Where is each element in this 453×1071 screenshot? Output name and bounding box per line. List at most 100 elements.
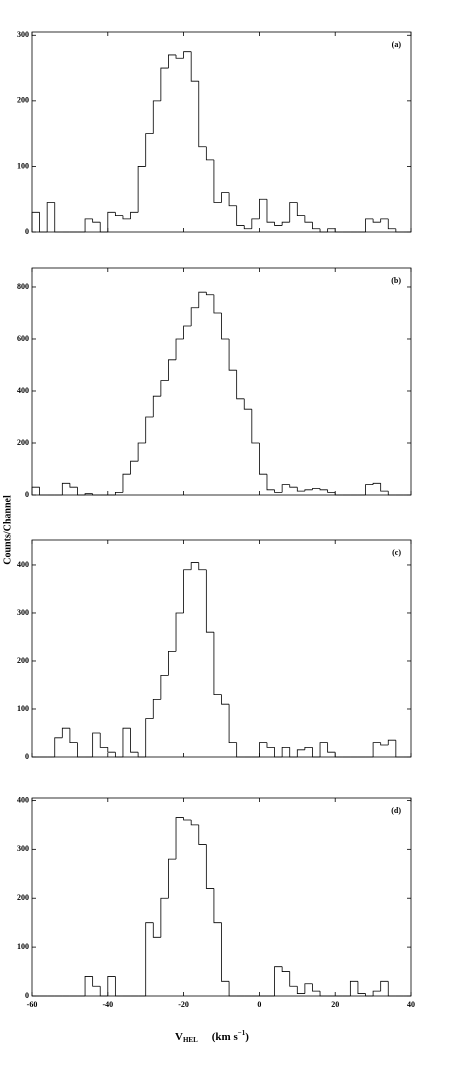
plot-frame (31, 31, 412, 233)
histogram-step (380, 218, 389, 223)
histogram-step (69, 728, 78, 743)
histogram-step (372, 218, 381, 223)
histogram-step (365, 484, 374, 495)
histogram-step (114, 976, 123, 997)
histogram-step (183, 569, 192, 613)
histogram-step (259, 198, 267, 219)
y-tick-label: 400 (17, 560, 29, 569)
histogram-step (266, 474, 275, 491)
y-tick-label: 400 (17, 795, 29, 804)
panel-label: (a) (392, 40, 402, 49)
x-tick-label: 20 (331, 1000, 339, 1009)
histogram-step (152, 395, 161, 417)
histogram-step (213, 632, 222, 695)
histogram-step (236, 742, 245, 758)
histogram-step (312, 488, 321, 490)
x-tick-label: -40 (102, 1000, 113, 1009)
histogram-step (334, 752, 343, 758)
histogram-step (221, 922, 230, 982)
x-tick-label: 40 (407, 1000, 415, 1009)
histogram-step (380, 742, 389, 746)
y-tick-label: 200 (17, 96, 29, 105)
histogram-step (175, 54, 184, 59)
histogram-step (92, 218, 101, 223)
histogram-step (205, 146, 214, 161)
histogram-step (198, 824, 207, 845)
histogram-step (380, 483, 389, 492)
y-tick-label: 800 (17, 282, 29, 291)
histogram-step (349, 980, 358, 996)
y-tick-label: 0 (25, 227, 29, 236)
histogram-step (137, 166, 146, 213)
histogram-step (365, 993, 374, 997)
histogram-step (54, 202, 63, 233)
histogram-step (168, 359, 177, 381)
y-tick-label: 200 (17, 656, 29, 665)
histogram-step (357, 981, 366, 994)
histogram-step (281, 484, 290, 493)
histogram-step (228, 192, 237, 207)
histogram-step (205, 292, 214, 296)
histogram-step (92, 493, 101, 496)
y-tick-label: 400 (17, 386, 29, 395)
y-axis-label: Counts/Channel (2, 495, 13, 565)
histogram-step (266, 742, 275, 748)
histogram-step (190, 562, 199, 570)
histogram-step (198, 562, 207, 571)
histogram-step (145, 416, 154, 443)
histogram-step (69, 483, 78, 488)
histogram-step (107, 747, 116, 753)
histogram-step (160, 674, 169, 700)
histogram-step (160, 380, 169, 397)
histogram-step (243, 398, 252, 410)
histogram-step (304, 983, 313, 994)
histogram-step (259, 442, 267, 475)
y-tick-label: 0 (25, 752, 29, 761)
histogram-step (31, 486, 40, 495)
x-label-symbol: V (175, 1031, 183, 1043)
x-label-subscript: HEL (183, 1036, 198, 1044)
histogram-step (77, 742, 86, 758)
histogram-step (175, 817, 184, 860)
histogram-step (190, 51, 199, 82)
histogram-step (130, 728, 139, 753)
histogram-step (61, 482, 70, 495)
panel-label: (b) (391, 276, 401, 285)
y-tick-label: 300 (17, 30, 29, 39)
panel-label: (d) (391, 806, 401, 815)
y-tick-label: 0 (25, 490, 29, 499)
histogram-step (122, 473, 131, 493)
histogram-step (122, 727, 131, 757)
y-tick-label: 300 (17, 844, 29, 853)
histogram-step (114, 212, 123, 217)
histogram-step (228, 981, 237, 997)
histogram-step (145, 718, 154, 757)
histogram-step (168, 650, 177, 676)
histogram-step (266, 199, 275, 223)
histogram-step (84, 493, 93, 495)
histogram-step (92, 976, 101, 987)
panel-label: (c) (392, 548, 401, 557)
histogram-step (289, 747, 298, 758)
histogram-step (205, 844, 214, 889)
histogram-step (281, 221, 290, 226)
x-axis-label: VHEL (km s−1) (175, 1029, 249, 1044)
histogram-step (251, 218, 260, 229)
plot-frame (31, 539, 412, 758)
histogram-step (152, 698, 161, 719)
histogram-step (372, 742, 381, 757)
x-label-unit: (km s (212, 1031, 239, 1043)
histogram-step (372, 990, 381, 996)
histogram-step (289, 971, 298, 987)
histogram-step (281, 966, 290, 972)
histogram-step (312, 747, 321, 758)
histogram-step (39, 212, 48, 233)
histogram-step (130, 460, 139, 475)
histogram-step (213, 294, 222, 314)
histogram-step (296, 487, 305, 492)
y-tick-label: 100 (17, 161, 29, 170)
histogram-step (327, 489, 336, 493)
histogram-step (107, 211, 116, 232)
histogram-step (198, 291, 207, 308)
